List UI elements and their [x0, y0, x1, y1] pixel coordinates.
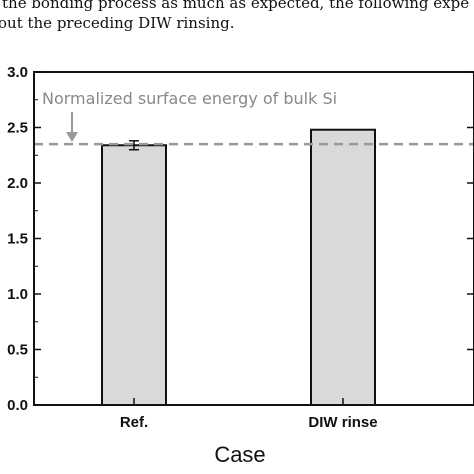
x-category-label: Ref. — [120, 414, 148, 431]
bar-1 — [101, 144, 167, 406]
y-tick-label: 2.5 — [7, 120, 28, 137]
caption-line-1: the bonding process as much as expected,… — [2, 0, 470, 12]
y-tick-label: 1.0 — [7, 286, 28, 303]
y-tick-label: 0.0 — [7, 397, 28, 414]
x-axis-title: Case — [214, 442, 265, 467]
plot-frame — [33, 71, 474, 406]
x-category-label: DIW rinse — [308, 414, 377, 431]
reference-line-layer: Normalized surface energy of bulk Si — [34, 89, 474, 146]
y-axis: 0.0 0.5 1.0 1.5 2.0 2.5 3.0 — [7, 64, 474, 414]
y-tick-label: 1.5 — [7, 231, 28, 248]
y-tick-label: 2.0 — [7, 175, 28, 192]
error-bar-1 — [129, 140, 139, 151]
reference-line-label: Normalized surface energy of bulk Si — [42, 89, 337, 108]
y-tick-label: 3.0 — [7, 64, 28, 81]
bars-layer — [101, 128, 376, 406]
x-axis: Ref. DIW rinse — [120, 398, 378, 431]
down-arrow-icon — [66, 112, 78, 142]
caption-line-2: out the preceding DIW rinsing. — [0, 14, 235, 32]
bar-2 — [310, 128, 376, 406]
y-tick-label: 0.5 — [7, 342, 28, 359]
